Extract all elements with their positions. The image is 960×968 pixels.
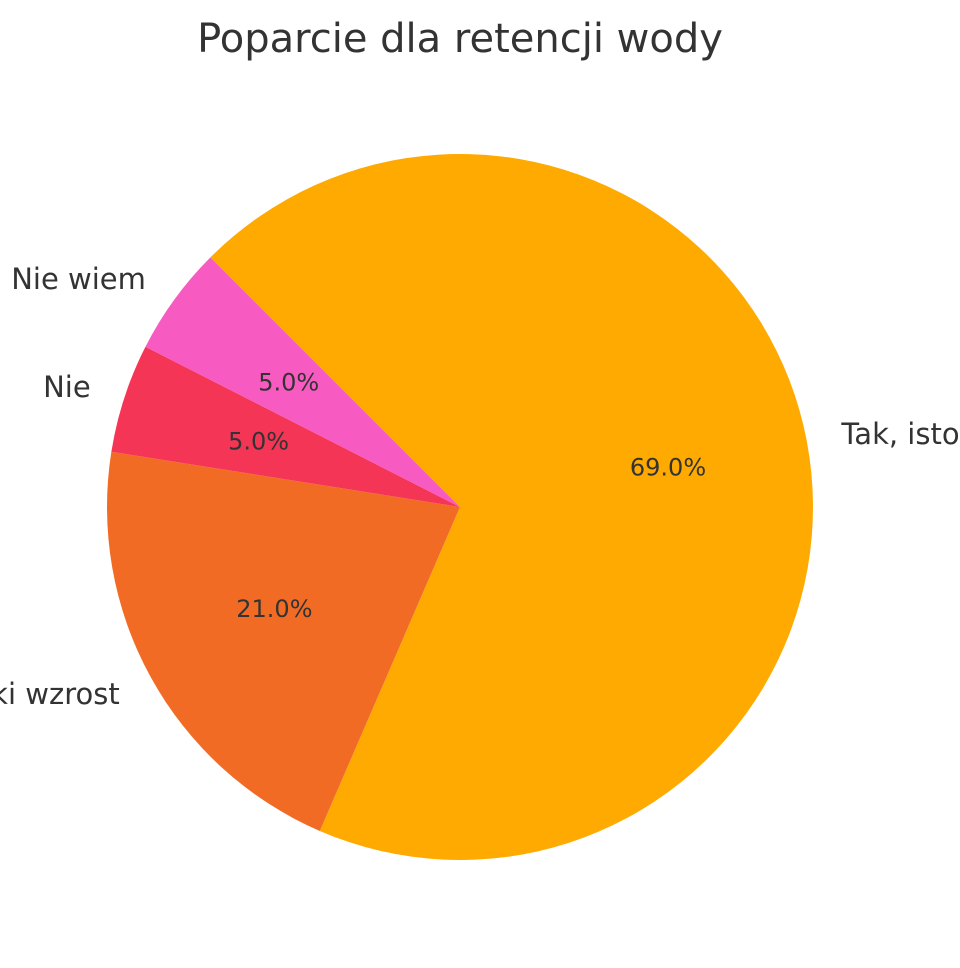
- percent-label: 5.0%: [258, 369, 319, 397]
- percent-label: 21.0%: [236, 595, 312, 623]
- category-label: Tak, istotne: [840, 417, 960, 451]
- pie-slice-nie: [111, 346, 460, 507]
- chart-title: Poparcie dla retencji wody: [197, 16, 723, 62]
- percent-label: 5.0%: [228, 428, 289, 456]
- pie-slice-nie-wiem: [145, 257, 460, 507]
- percent-label: 69.0%: [630, 453, 706, 481]
- category-label: Nie wiem: [11, 262, 146, 296]
- pie-slice-tak-niewielki-wzrost: [107, 451, 460, 831]
- pie-slices: [107, 154, 813, 861]
- pie-labels: 69.0% Tak, istotne 21.0% Tak, niewielki wzr…: [0, 262, 960, 711]
- category-label: Tak, niewielki wzrost: [0, 677, 120, 711]
- category-label: Nie: [43, 370, 91, 404]
- pie-slice-tak-istotne: [210, 154, 813, 861]
